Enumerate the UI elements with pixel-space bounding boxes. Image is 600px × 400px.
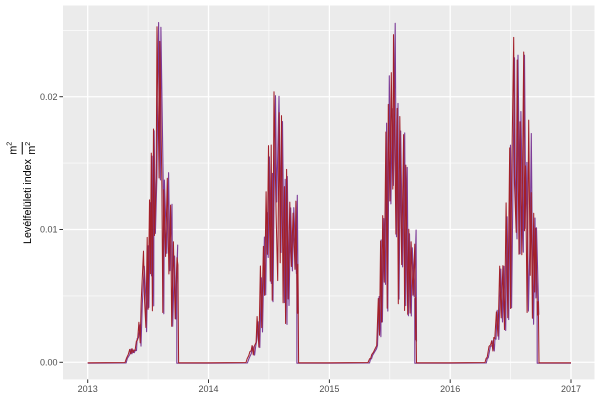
svg-text:2014: 2014 bbox=[198, 384, 218, 394]
svg-text:0.02: 0.02 bbox=[40, 92, 58, 102]
svg-text:2015: 2015 bbox=[319, 384, 339, 394]
svg-text:0.01: 0.01 bbox=[40, 225, 58, 235]
svg-text:0.00: 0.00 bbox=[40, 357, 58, 367]
svg-text:Levélfelületi index: Levélfelületi index bbox=[22, 158, 34, 244]
svg-text:2016: 2016 bbox=[440, 384, 460, 394]
svg-text:2017: 2017 bbox=[561, 384, 581, 394]
svg-text:2013: 2013 bbox=[78, 384, 98, 394]
